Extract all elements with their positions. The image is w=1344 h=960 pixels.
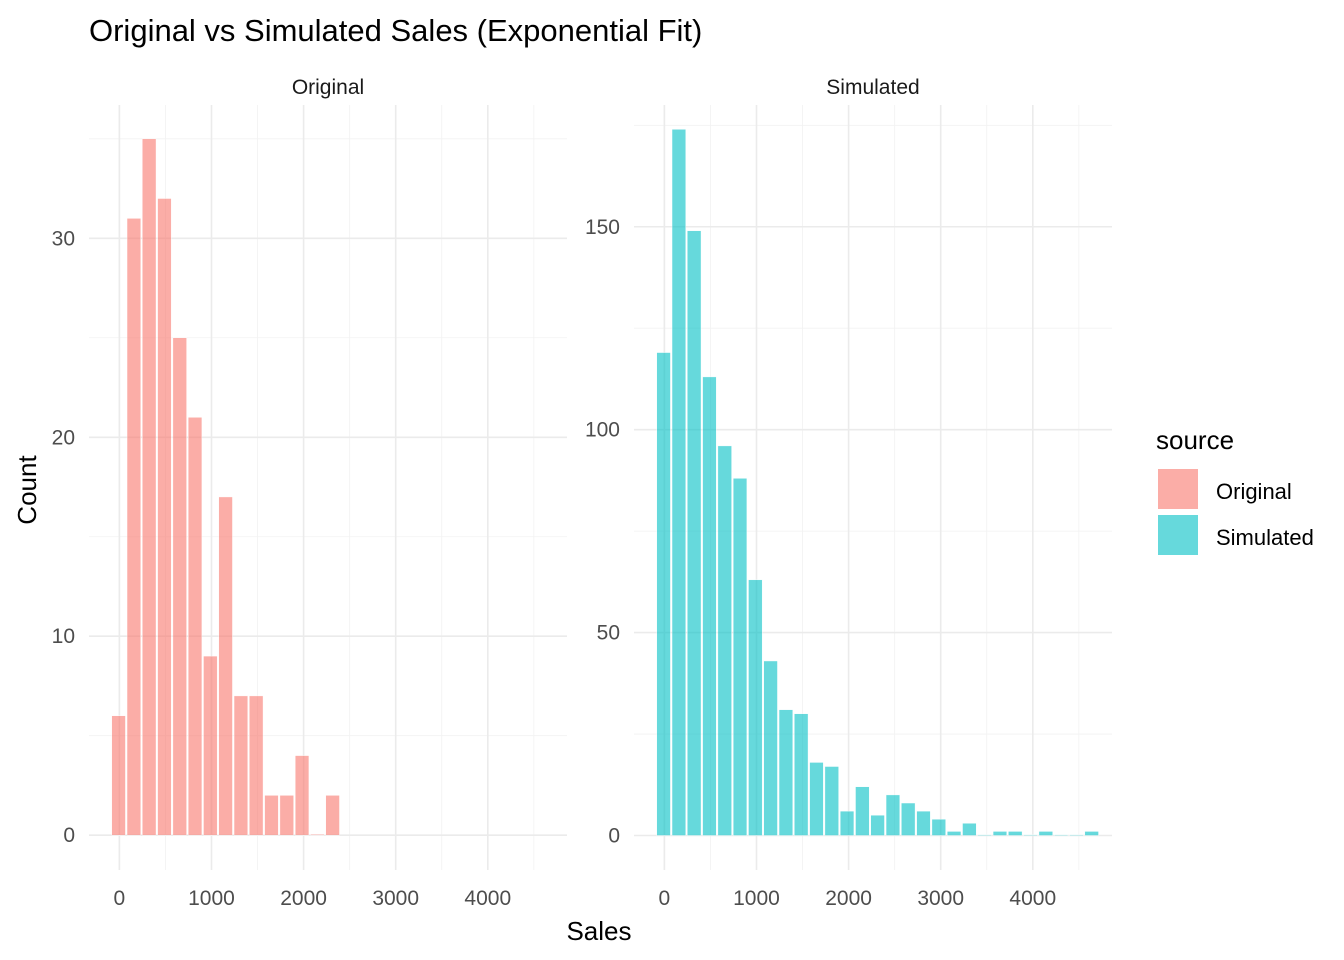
y-tick-label: 10 bbox=[52, 625, 75, 648]
bar-original-12 bbox=[295, 755, 310, 836]
x-tick-label: 0 bbox=[114, 887, 126, 910]
bar-simulated-4 bbox=[717, 445, 732, 836]
bar-simulated-15 bbox=[885, 794, 900, 836]
x-tick-label: 3000 bbox=[917, 887, 964, 910]
bar-simulated-18 bbox=[931, 819, 946, 836]
bar-simulated-7 bbox=[763, 660, 778, 836]
bar-simulated-5 bbox=[732, 478, 748, 836]
bar-simulated-6 bbox=[748, 579, 763, 836]
bar-original-2 bbox=[142, 138, 157, 836]
strip-label-original: Original bbox=[292, 76, 364, 99]
bar-simulated-23 bbox=[1008, 831, 1023, 836]
bar-simulated-26 bbox=[1054, 834, 1069, 836]
y-tick-label: 150 bbox=[585, 216, 620, 239]
x-tick-label: 0 bbox=[659, 887, 671, 910]
y-axis-title: Count bbox=[12, 455, 42, 525]
legend: source Original Simulated bbox=[1156, 425, 1314, 555]
y-tick-label: 0 bbox=[608, 825, 620, 848]
bar-simulated-17 bbox=[916, 810, 931, 836]
y-tick-label: 20 bbox=[52, 426, 75, 449]
bar-simulated-8 bbox=[778, 709, 793, 836]
strip-label-simulated: Simulated bbox=[826, 76, 919, 99]
bar-original-13 bbox=[310, 834, 325, 836]
x-tick-label: 2000 bbox=[280, 887, 327, 910]
bar-simulated-13 bbox=[855, 786, 870, 836]
x-tick-label: 4000 bbox=[1009, 887, 1056, 910]
y-tick-label: 0 bbox=[63, 824, 75, 847]
bar-original-3 bbox=[157, 198, 172, 836]
bar-simulated-28 bbox=[1084, 831, 1099, 836]
bar-simulated-24 bbox=[1023, 834, 1038, 836]
bar-simulated-21 bbox=[977, 834, 992, 836]
legend-key-original bbox=[1158, 469, 1198, 509]
bar-original-9 bbox=[249, 695, 264, 836]
bar-simulated-0 bbox=[656, 352, 671, 836]
bar-original-5 bbox=[187, 417, 203, 836]
y-tick-label: 30 bbox=[52, 227, 75, 250]
bar-simulated-25 bbox=[1038, 831, 1053, 836]
bar-original-4 bbox=[172, 337, 187, 836]
x-tick-label: 1000 bbox=[188, 887, 235, 910]
x-tick-label: 3000 bbox=[372, 887, 419, 910]
panel-simulated: Simulated 0 1000 2000 3000 4000 0 50 100 150 bbox=[585, 76, 1112, 910]
bar-original-7 bbox=[218, 496, 233, 836]
bar-simulated-16 bbox=[901, 802, 916, 836]
bar-simulated-11 bbox=[824, 766, 839, 836]
bar-simulated-3 bbox=[702, 376, 717, 836]
legend-key-simulated bbox=[1158, 515, 1198, 555]
bar-simulated-19 bbox=[947, 831, 962, 836]
bar-original-0 bbox=[111, 715, 126, 836]
bar-simulated-12 bbox=[840, 810, 855, 836]
x-tick-label: 4000 bbox=[464, 887, 511, 910]
y-tick-label: 100 bbox=[585, 419, 620, 442]
x-tick-label: 1000 bbox=[733, 887, 780, 910]
bar-original-10 bbox=[264, 795, 279, 836]
bar-simulated-27 bbox=[1069, 834, 1084, 836]
bar-simulated-9 bbox=[794, 713, 809, 836]
bar-original-11 bbox=[279, 795, 294, 836]
panel-original: Original 0 1000 2000 3000 4000 0 10 20 30 bbox=[52, 76, 567, 910]
x-tick-label: 2000 bbox=[825, 887, 872, 910]
legend-title: source bbox=[1156, 425, 1234, 455]
bar-simulated-10 bbox=[809, 762, 824, 836]
x-axis-title: Sales bbox=[566, 916, 631, 946]
bar-simulated-1 bbox=[671, 129, 686, 836]
bar-original-1 bbox=[126, 218, 141, 836]
bar-original-8 bbox=[233, 695, 248, 836]
bar-original-6 bbox=[203, 655, 218, 836]
legend-label-simulated: Simulated bbox=[1216, 525, 1314, 550]
bar-original-14 bbox=[325, 795, 340, 836]
y-tick-label: 50 bbox=[597, 622, 620, 645]
bar-simulated-20 bbox=[962, 823, 977, 836]
legend-label-original: Original bbox=[1216, 479, 1292, 504]
chart-title: Original vs Simulated Sales (Exponential… bbox=[89, 13, 702, 48]
bar-simulated-14 bbox=[870, 815, 885, 836]
bar-simulated-22 bbox=[992, 831, 1007, 836]
bar-simulated-2 bbox=[687, 230, 702, 836]
